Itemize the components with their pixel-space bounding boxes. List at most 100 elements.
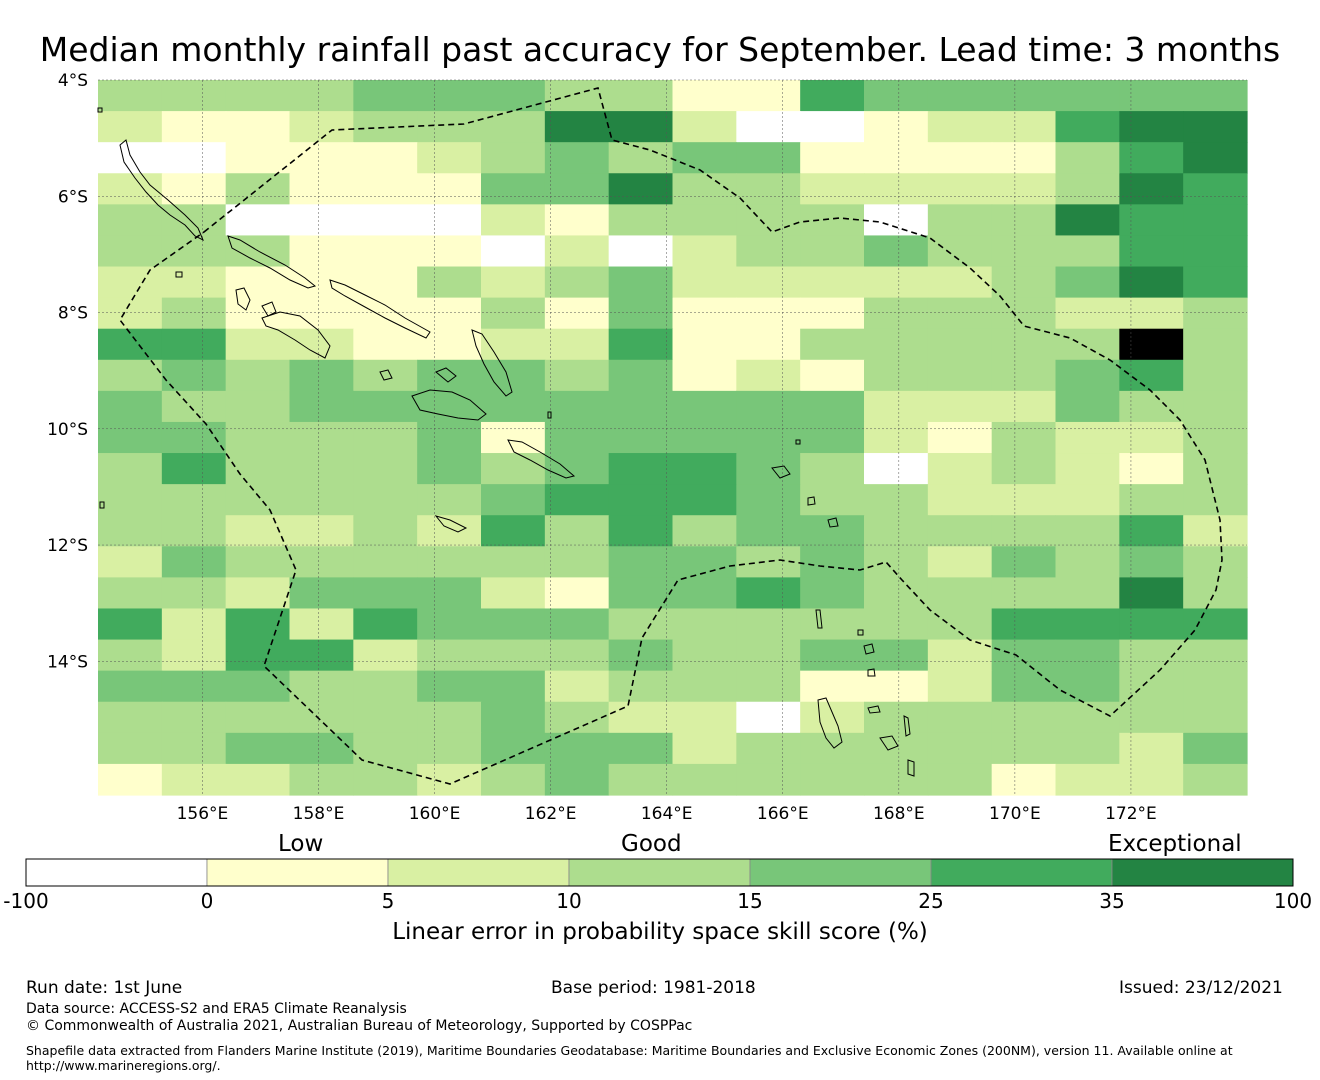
grid-cell (736, 204, 801, 237)
grid-cell (736, 328, 801, 361)
grid-cell (98, 608, 163, 641)
colorbar-segment (387, 858, 570, 887)
grid-cell (1183, 608, 1248, 641)
grid-cell (225, 204, 291, 237)
latitude-label: 10°S (47, 420, 88, 440)
grid-cell (800, 390, 865, 423)
grid-cell (481, 297, 546, 330)
colorbar-segment (1111, 858, 1294, 887)
grid-cell (736, 421, 801, 454)
grid-cell (289, 80, 354, 112)
skill-grid (98, 80, 1248, 796)
grid-cell (98, 390, 163, 423)
grid-cell (481, 359, 546, 392)
grid-cell (991, 390, 1057, 423)
coastline-rendova (235, 287, 251, 311)
coastline-pentecost (903, 715, 911, 737)
grid-cell (98, 421, 163, 454)
grid-cell (991, 173, 1057, 205)
coastline-makira (507, 439, 576, 479)
grid-cell (98, 266, 163, 299)
grid-cell (1055, 732, 1120, 765)
grid-cell (225, 80, 291, 112)
grid-cell (353, 763, 418, 796)
grid-cell (225, 421, 291, 454)
grid-cell (1119, 763, 1184, 796)
grid-cell (991, 453, 1057, 485)
grid-cell (1183, 701, 1248, 734)
coastline-bougainville (119, 139, 204, 242)
grid-cell (736, 670, 801, 703)
base-period: Base period: 1981-2018 (551, 978, 756, 998)
grid-cell (927, 142, 993, 174)
grid-cell (800, 515, 865, 547)
coastline-small-7 (795, 439, 801, 445)
coastline-small-1 (867, 668, 876, 677)
grid-cell (736, 142, 801, 174)
grid-cell (991, 670, 1057, 703)
grid-cell (608, 235, 674, 268)
grid-cell (161, 608, 227, 641)
grid-cell (1183, 328, 1248, 361)
grid-cell (1119, 390, 1184, 423)
grid-cell (608, 546, 674, 578)
grid-cell (991, 359, 1057, 392)
colorbar-segment (206, 858, 389, 887)
grid-cell (417, 80, 482, 112)
grid-cell (353, 670, 418, 703)
grid-cell (353, 546, 418, 578)
grid-cell (481, 80, 546, 112)
grid-cell (417, 732, 482, 765)
grid-cell (1055, 359, 1120, 392)
grid-cell (608, 763, 674, 796)
colorbar-segment (930, 858, 1113, 887)
grid-cell (353, 80, 418, 112)
grid-cell (800, 235, 865, 268)
grid-cell (864, 111, 929, 143)
grid-cell (864, 390, 929, 423)
grid-cell (1183, 204, 1248, 237)
grid-cell (289, 577, 354, 610)
grid-cell (672, 701, 737, 734)
grid-cell (1183, 639, 1248, 672)
grid-cell (417, 484, 482, 516)
coastline-choiseul (227, 235, 317, 289)
grid-cell (1183, 266, 1248, 299)
coastlines (97, 107, 915, 777)
grid-cell (1055, 670, 1120, 703)
grid-cell (800, 639, 865, 672)
grid-cell (1119, 421, 1184, 454)
grid-cell (161, 515, 227, 547)
grid-cell (289, 359, 354, 392)
grid-cell (544, 111, 610, 143)
grid-cell (1055, 142, 1120, 174)
grid-cell (417, 670, 482, 703)
grid-cell (608, 670, 674, 703)
longitude-label: 172°E (1105, 804, 1157, 824)
grid-cell (800, 608, 865, 641)
grid-cell (864, 235, 929, 268)
grid-cell (289, 670, 354, 703)
grid-cell (1183, 359, 1248, 392)
grid-cell (481, 266, 546, 299)
coastline-florida (435, 367, 457, 383)
grid-cell (800, 453, 865, 485)
grid-cell (1119, 546, 1184, 578)
grid-cell (98, 546, 163, 578)
grid-cell (800, 763, 865, 796)
grid-cell (289, 266, 354, 299)
grid-cell (927, 204, 993, 237)
grid-cell (481, 763, 546, 796)
grid-cell (991, 328, 1057, 361)
grid-cell (544, 173, 610, 205)
grid-cell (927, 328, 993, 361)
grid-cell (417, 763, 482, 796)
coastline-russell (379, 369, 393, 381)
grid-cell (353, 732, 418, 765)
grid-cell (927, 111, 993, 143)
grid-cell (1119, 608, 1184, 641)
grid-cell (353, 701, 418, 734)
grid-cell (225, 670, 291, 703)
grid-cell (672, 608, 737, 641)
grid-cell (481, 390, 546, 423)
